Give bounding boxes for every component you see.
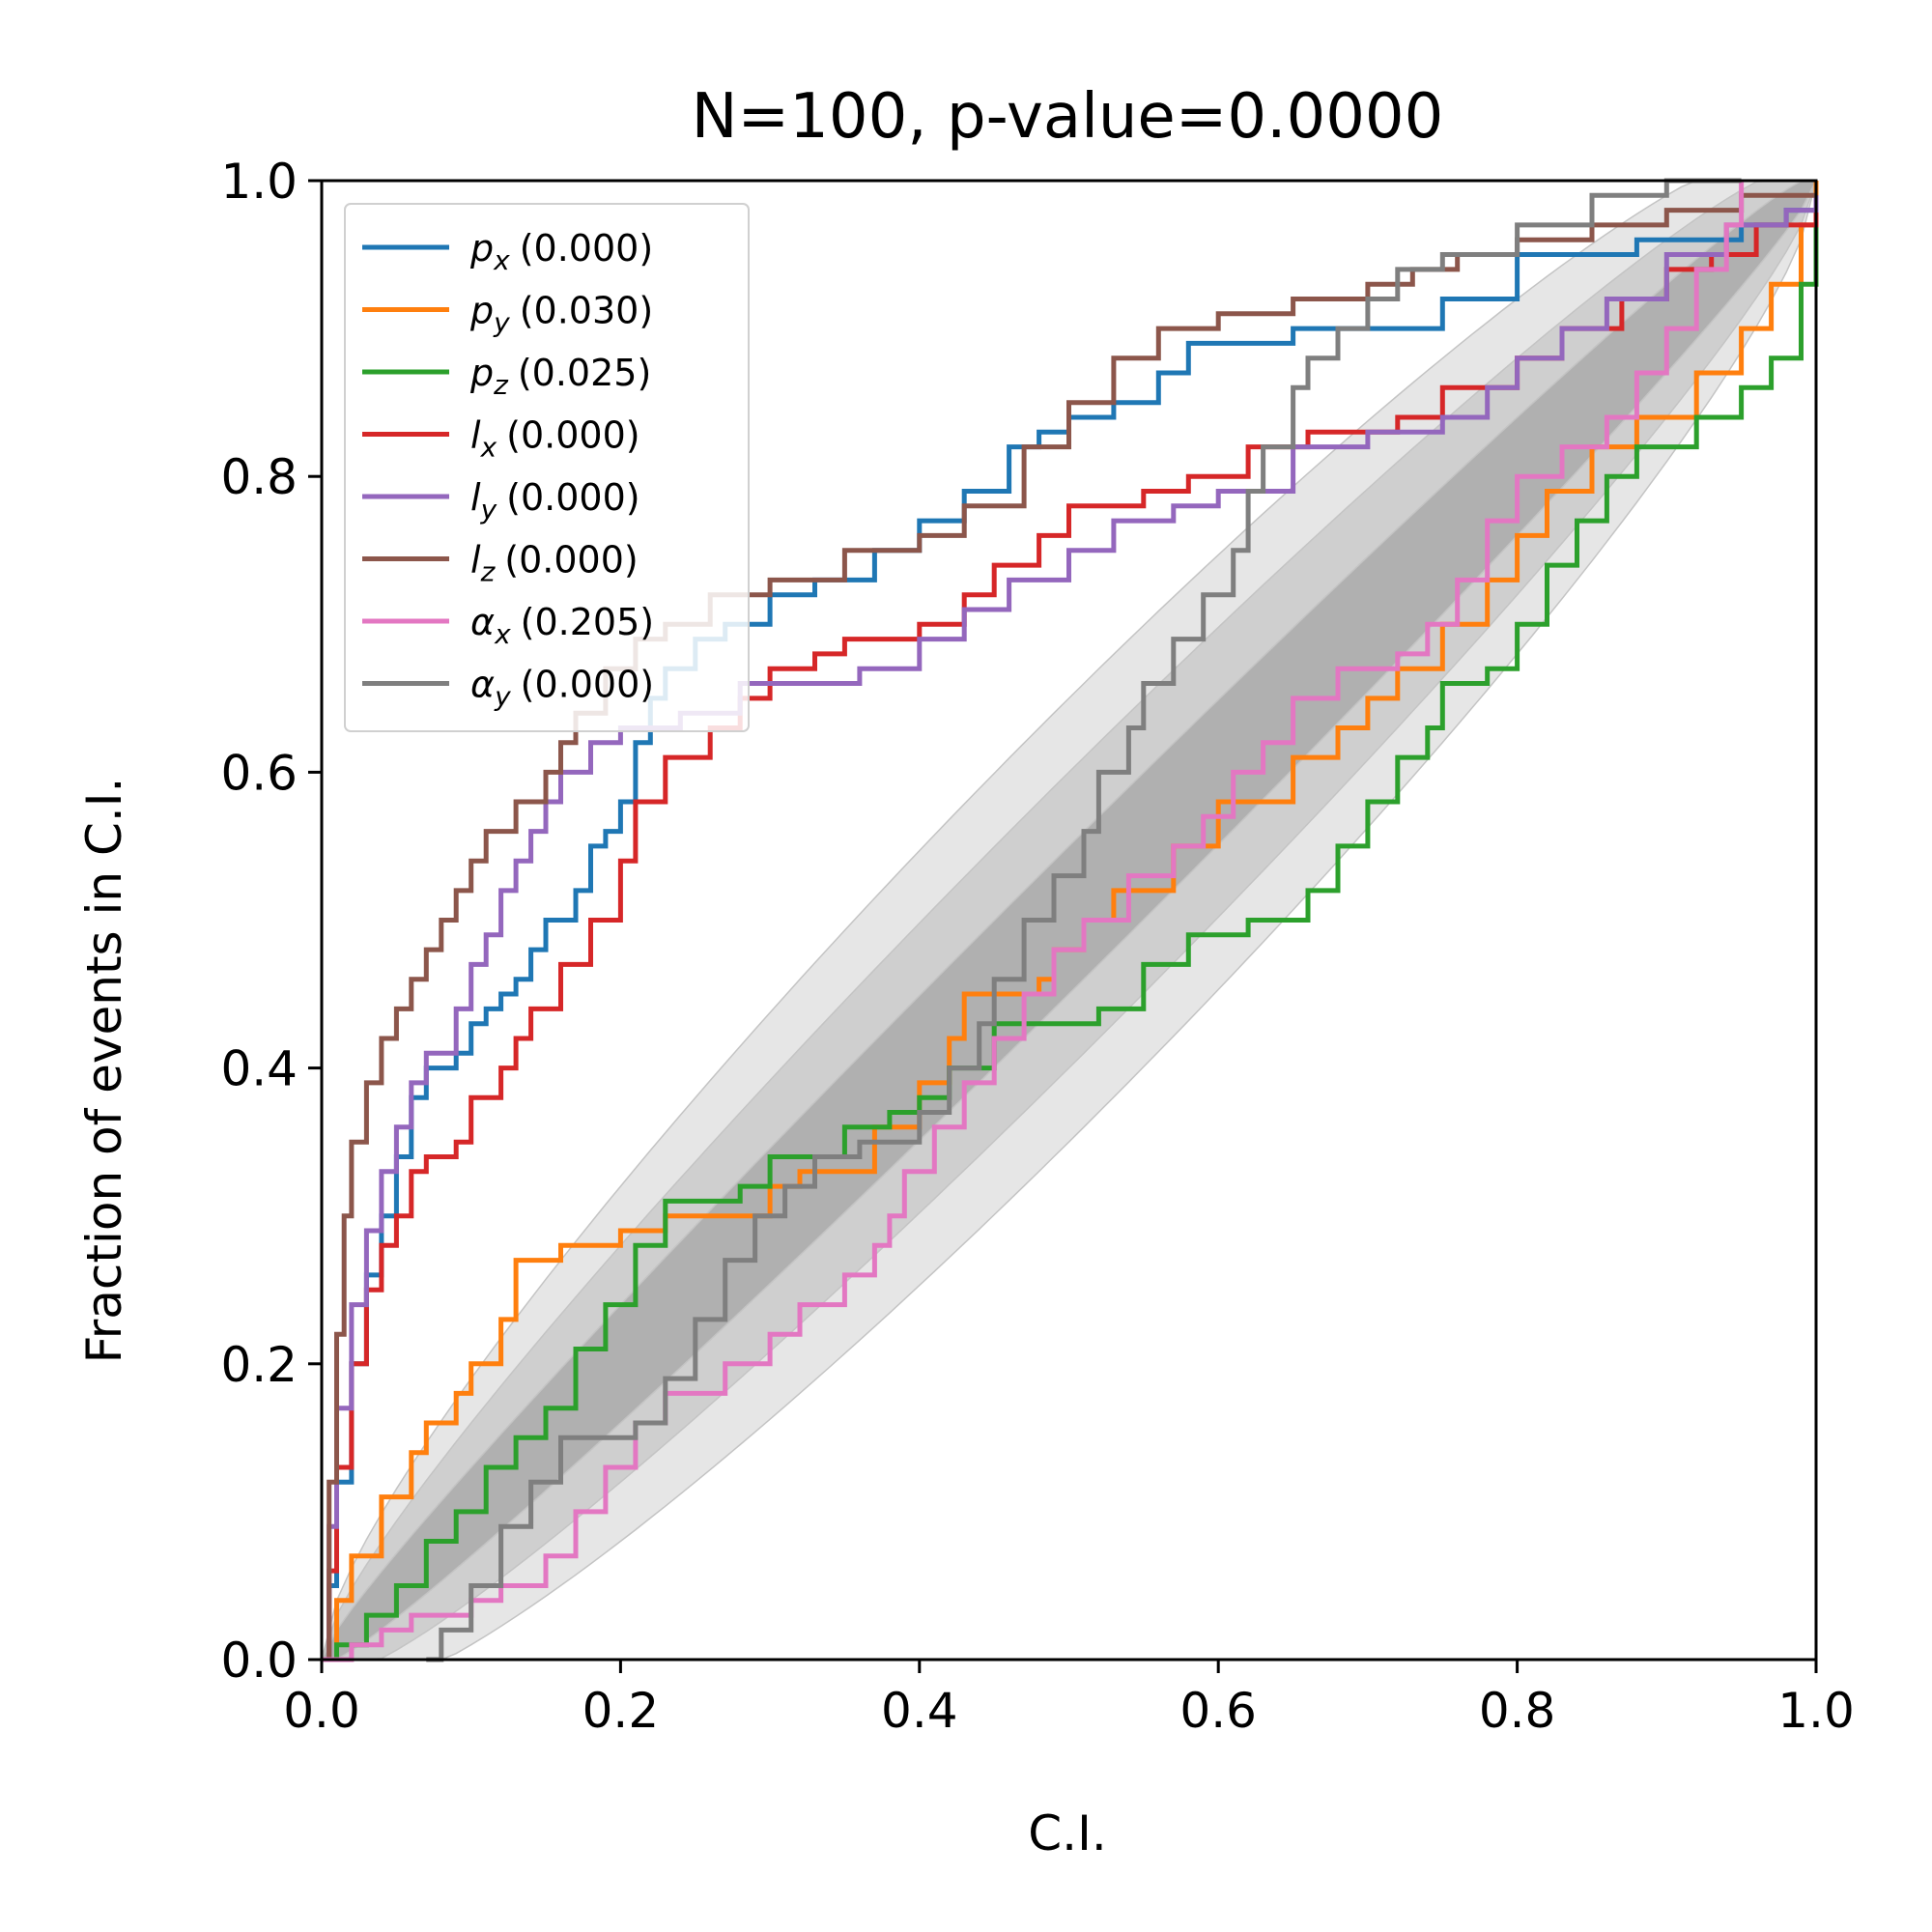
legend-pvalue: (0.000) [520, 227, 653, 270]
legend-entry: αy (0.000) [470, 664, 654, 713]
legend-symbol: l [470, 414, 481, 457]
x-tick-label: 1.0 [1777, 1683, 1855, 1739]
legend-pvalue: (0.205) [521, 601, 654, 643]
legend-symbol: p [469, 290, 494, 332]
y-tick-label: 0.6 [220, 745, 298, 801]
legend-pvalue: (0.025) [518, 352, 651, 394]
legend-pvalue: (0.000) [506, 476, 639, 519]
chart-title: N=100, p-value=0.0000 [692, 81, 1444, 153]
legend-entry: lx (0.000) [470, 414, 640, 464]
legend-entry: lz (0.000) [470, 539, 639, 588]
y-tick-label: 0.8 [220, 449, 298, 505]
y-axis-label: Fraction of events in C.I. [76, 778, 132, 1364]
x-tick-label: 0.8 [1479, 1683, 1556, 1739]
legend-entry: ly (0.000) [470, 476, 640, 526]
plot-frame [320, 179, 1818, 1662]
legend: px (0.000)py (0.030)pz (0.025)lx (0.000)ly (0… [344, 203, 750, 732]
legend-subscript: z [480, 556, 497, 588]
legend-subscript: y [480, 494, 497, 526]
x-axis-label: C.I. [1028, 1805, 1106, 1861]
legend-symbol: l [470, 476, 481, 519]
legend-subscript: x [480, 432, 497, 464]
series-line-y-7 [426, 178, 1742, 1662]
x-tick-label: 0.2 [582, 1683, 660, 1739]
legend-symbol: α [470, 601, 495, 643]
legend-symbol: l [470, 539, 481, 582]
legend-entry: αx (0.205) [470, 601, 654, 650]
legend-symbol: α [470, 664, 495, 706]
series-lines [322, 178, 1819, 1662]
series-line-z-2 [322, 224, 1819, 1662]
legend-symbol: p [469, 227, 494, 270]
y-tick-label: 0.0 [220, 1633, 298, 1689]
y-tick-label: 0.2 [220, 1337, 298, 1393]
legend-entry: px (0.000) [469, 227, 653, 276]
legend-pvalue: (0.000) [506, 414, 639, 457]
legend-symbol: p [469, 352, 494, 394]
legend-subscript: y [493, 307, 510, 339]
legend-pvalue: (0.000) [504, 539, 638, 582]
legend-subscript: y [494, 681, 511, 713]
x-tick-label: 0.6 [1179, 1683, 1257, 1739]
x-tick-label: 0.4 [881, 1683, 958, 1739]
y-tick-label: 0.4 [220, 1041, 298, 1097]
series-line-x-3 [322, 195, 1819, 1662]
confidence-bands [320, 180, 1818, 1661]
legend-subscript: x [494, 618, 511, 650]
x-axis-ticks: 0.0 0.2 0.4 0.6 0.8 1.0 [283, 1660, 1855, 1739]
legend-entry: py (0.030) [469, 290, 653, 339]
legend-subscript: x [493, 244, 510, 276]
legend-box [344, 203, 750, 732]
legend-subscript: z [493, 369, 509, 401]
y-axis-ticks: 0.0 0.2 0.4 0.6 0.8 1.0 [220, 154, 322, 1689]
y-tick-label: 1.0 [220, 154, 298, 210]
legend-pvalue: (0.030) [520, 290, 653, 332]
legend-entry: pz (0.025) [469, 352, 651, 401]
legend-pvalue: (0.000) [521, 664, 654, 706]
series-line-y-1 [322, 181, 1819, 1662]
series-line-x-6 [322, 181, 1745, 1662]
x-tick-label: 0.0 [283, 1683, 360, 1739]
